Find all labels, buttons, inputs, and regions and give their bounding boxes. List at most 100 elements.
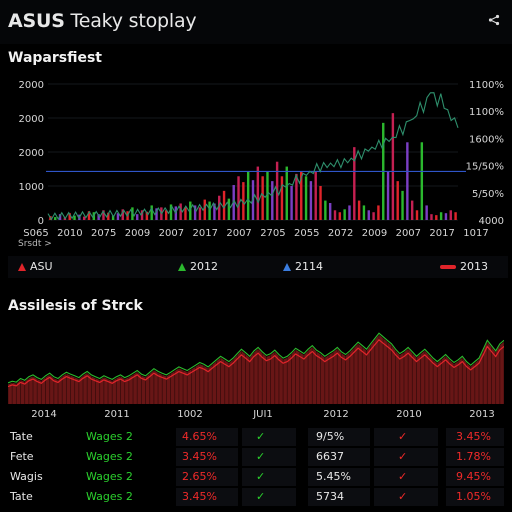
legend-label: 2114 xyxy=(295,260,323,273)
bar xyxy=(169,204,173,220)
table-cell-group: Wages 2 xyxy=(86,450,133,463)
bar xyxy=(232,185,235,220)
bar xyxy=(121,209,124,220)
right-tick-label: 5/50% xyxy=(472,189,504,200)
x-tick-label: 2072 xyxy=(328,228,353,239)
bar xyxy=(280,176,284,220)
bar xyxy=(435,215,438,220)
table-cell-change: 1.78% xyxy=(456,450,491,463)
right-tick-label: 1100% xyxy=(469,107,504,118)
bar xyxy=(54,217,57,220)
table-row[interactable]: Tate Wages 2 4.65% ✓ 9/5% ✓ 3.45% xyxy=(10,428,504,447)
x-tick-label: 2010 xyxy=(57,228,82,239)
table-cell-check2: ✓ xyxy=(398,490,408,503)
cell-background xyxy=(446,428,504,446)
bar xyxy=(213,203,216,220)
area-fill xyxy=(7,334,505,404)
analysis-chart xyxy=(7,318,505,414)
table-cell-pct: 3.45% xyxy=(182,490,217,503)
bar xyxy=(386,171,390,220)
chart-x-axis: S065 2010 2075 2009 2007 2017 2007 2705 2055 2072… xyxy=(23,228,488,239)
x-tick-label: 1017 xyxy=(463,228,488,239)
bar xyxy=(324,200,327,220)
bar xyxy=(300,171,303,220)
legend: ASU 2012 2114 2013 xyxy=(8,256,508,278)
cell-background xyxy=(374,488,438,506)
bar xyxy=(415,210,419,220)
cell-background xyxy=(308,468,370,486)
sort-link[interactable]: Srsdt > xyxy=(18,239,52,249)
left-tick-label: 2000 xyxy=(19,80,44,91)
table-cell-check2: ✓ xyxy=(398,450,408,463)
left-tick-label: 0 xyxy=(38,216,44,227)
bar xyxy=(338,212,342,220)
bar xyxy=(410,200,414,220)
table-row[interactable]: Fete Wages 2 3.45% ✓ 6637 ✓ 1.78% xyxy=(10,448,504,467)
cell-background xyxy=(242,448,296,466)
x-tick-label: 2075 xyxy=(91,228,116,239)
brand-name: ASUS xyxy=(8,10,65,32)
legend-item-2012[interactable]: 2012 xyxy=(178,260,218,273)
bar xyxy=(348,205,351,220)
legend-label: 2013 xyxy=(460,260,488,273)
x-tick-label: 2009 xyxy=(125,228,150,239)
cell-background xyxy=(242,428,296,446)
table-cell-check2: ✓ xyxy=(398,430,408,443)
table-row[interactable]: Tate Wages 2 3.45% ✓ 5734 ✓ 1.05% xyxy=(10,488,504,507)
bar xyxy=(261,176,264,220)
table-cell-group: Wages 2 xyxy=(86,490,133,503)
area-x-tick-label: 1002 xyxy=(177,409,203,420)
overview-chart: 0 1000 2000 2000 2000 4000 5/50% 15/50% 1600% 11… xyxy=(8,70,508,250)
analysis-chart-svg xyxy=(7,332,505,404)
left-tick-label: 2000 xyxy=(19,148,44,159)
bar xyxy=(420,142,424,220)
chart-bars xyxy=(49,113,457,220)
bar xyxy=(140,210,144,220)
area-line-green xyxy=(7,332,505,384)
cell-background xyxy=(242,468,296,486)
legend-item-asu[interactable]: ASU xyxy=(18,260,53,273)
x-tick-label: 2017 xyxy=(429,228,454,239)
area-line-series xyxy=(7,332,505,388)
bar xyxy=(155,208,158,220)
right-tick-label: 1600% xyxy=(469,134,504,145)
bar xyxy=(271,181,274,220)
area-x-tick-label: 2013 xyxy=(469,409,495,420)
table-cell-pct: 2.65% xyxy=(182,470,217,483)
table-cell-value: 9/5% xyxy=(316,430,345,443)
bar xyxy=(193,205,197,220)
bar xyxy=(304,176,308,220)
area-x-tick-label: 2010 xyxy=(396,409,422,420)
share-icon[interactable] xyxy=(488,14,500,26)
legend-item-2013[interactable]: 2013 xyxy=(440,260,488,273)
table-cell-name: Tate xyxy=(10,490,33,503)
area-shape xyxy=(8,334,504,404)
left-tick-label: 2000 xyxy=(19,114,44,125)
table-cell-check1: ✓ xyxy=(256,450,266,463)
x-tick-label: S065 xyxy=(23,228,48,239)
legend-item-2114[interactable]: 2114 xyxy=(283,260,323,273)
legend-label: ASU xyxy=(30,260,53,273)
table-cell-group: Wages 2 xyxy=(86,470,133,483)
table-row[interactable]: Wagis Wages 2 2.65% ✓ 5.45% ✓ 9.45% xyxy=(10,468,504,487)
cell-background xyxy=(446,468,504,486)
bar xyxy=(290,186,293,220)
cell-background xyxy=(176,468,238,486)
bar xyxy=(396,181,399,220)
data-table: Tate Wages 2 4.65% ✓ 9/5% ✓ 3.45% Fete Wages 2 3.… xyxy=(10,428,504,508)
table-cell-name: Fete xyxy=(10,450,34,463)
bar xyxy=(377,205,380,220)
bar xyxy=(401,190,404,220)
cell-background xyxy=(374,428,438,446)
bar xyxy=(285,166,288,220)
bar xyxy=(145,211,149,220)
cell-background xyxy=(308,488,370,506)
table-cell-change: 9.45% xyxy=(456,470,491,483)
bar xyxy=(444,213,448,220)
legend-label: 2012 xyxy=(190,260,218,273)
table-cell-check1: ✓ xyxy=(256,470,266,483)
bar xyxy=(68,213,71,220)
table-cell-value: 5.45% xyxy=(316,470,351,483)
bar xyxy=(73,215,76,220)
bar xyxy=(333,210,337,220)
